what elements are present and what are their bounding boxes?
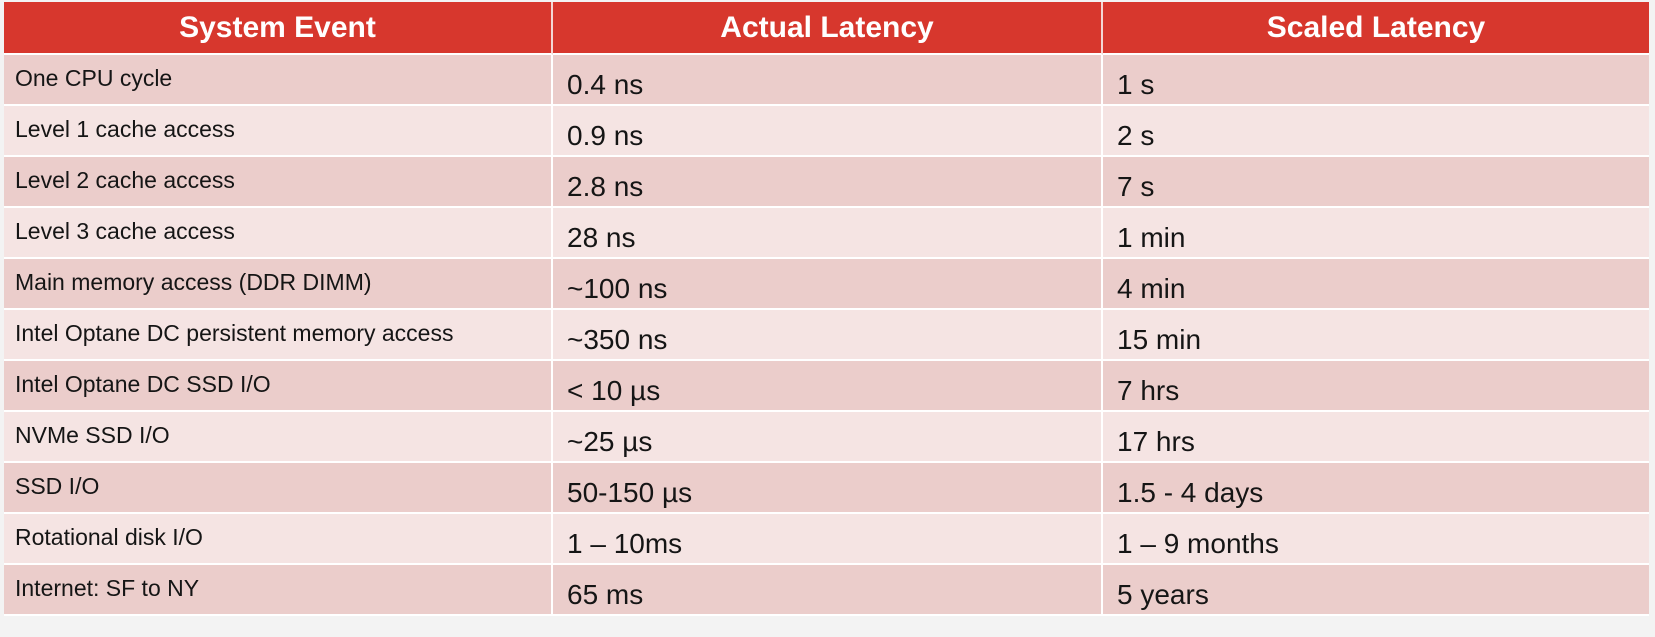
header-scaled-latency: Scaled Latency	[1103, 2, 1649, 55]
actual-latency-cell: 28 ns	[553, 208, 1103, 259]
event-cell: Level 1 cache access	[4, 106, 553, 157]
scaled-latency-cell: 1 s	[1103, 55, 1649, 106]
event-cell: Main memory access (DDR DIMM)	[4, 259, 553, 310]
actual-latency-cell: 50-150 µs	[553, 463, 1103, 514]
actual-latency-cell: ~350 ns	[553, 310, 1103, 361]
scaled-latency-cell: 15 min	[1103, 310, 1649, 361]
actual-latency-cell: 65 ms	[553, 565, 1103, 616]
event-cell: NVMe SSD I/O	[4, 412, 553, 463]
header-system-event: System Event	[4, 2, 553, 55]
actual-latency-cell: 0.9 ns	[553, 106, 1103, 157]
event-cell: Level 3 cache access	[4, 208, 553, 259]
scaled-latency-cell: 17 hrs	[1103, 412, 1649, 463]
table-header-row: System Event Actual Latency Scaled Laten…	[4, 2, 1649, 55]
scaled-latency-cell: 4 min	[1103, 259, 1649, 310]
scaled-latency-cell: 1 – 9 months	[1103, 514, 1649, 565]
table-row: Intel Optane DC SSD I/O < 10 µs 7 hrs	[4, 361, 1649, 412]
latency-table: System Event Actual Latency Scaled Laten…	[4, 2, 1649, 616]
event-cell: SSD I/O	[4, 463, 553, 514]
event-cell: One CPU cycle	[4, 55, 553, 106]
actual-latency-cell: 1 – 10ms	[553, 514, 1103, 565]
table-row: Level 1 cache access 0.9 ns 2 s	[4, 106, 1649, 157]
event-cell: Level 2 cache access	[4, 157, 553, 208]
table-row: Level 2 cache access 2.8 ns 7 s	[4, 157, 1649, 208]
table-row: NVMe SSD I/O ~25 µs 17 hrs	[4, 412, 1649, 463]
table-row: One CPU cycle 0.4 ns 1 s	[4, 55, 1649, 106]
scaled-latency-cell: 1 min	[1103, 208, 1649, 259]
scaled-latency-cell: 7 s	[1103, 157, 1649, 208]
table-row: Intel Optane DC persistent memory access…	[4, 310, 1649, 361]
table-row: Rotational disk I/O 1 – 10ms 1 – 9 month…	[4, 514, 1649, 565]
header-actual-latency: Actual Latency	[553, 2, 1103, 55]
actual-latency-cell: 2.8 ns	[553, 157, 1103, 208]
table-row: Level 3 cache access 28 ns 1 min	[4, 208, 1649, 259]
event-cell: Intel Optane DC persistent memory access	[4, 310, 553, 361]
table-row: Internet: SF to NY 65 ms 5 years	[4, 565, 1649, 616]
scaled-latency-cell: 1.5 - 4 days	[1103, 463, 1649, 514]
actual-latency-cell: < 10 µs	[553, 361, 1103, 412]
table-row: Main memory access (DDR DIMM) ~100 ns 4 …	[4, 259, 1649, 310]
scaled-latency-cell: 2 s	[1103, 106, 1649, 157]
actual-latency-cell: ~25 µs	[553, 412, 1103, 463]
scaled-latency-cell: 7 hrs	[1103, 361, 1649, 412]
actual-latency-cell: ~100 ns	[553, 259, 1103, 310]
scaled-latency-cell: 5 years	[1103, 565, 1649, 616]
event-cell: Intel Optane DC SSD I/O	[4, 361, 553, 412]
event-cell: Internet: SF to NY	[4, 565, 553, 616]
table-row: SSD I/O 50-150 µs 1.5 - 4 days	[4, 463, 1649, 514]
event-cell: Rotational disk I/O	[4, 514, 553, 565]
actual-latency-cell: 0.4 ns	[553, 55, 1103, 106]
